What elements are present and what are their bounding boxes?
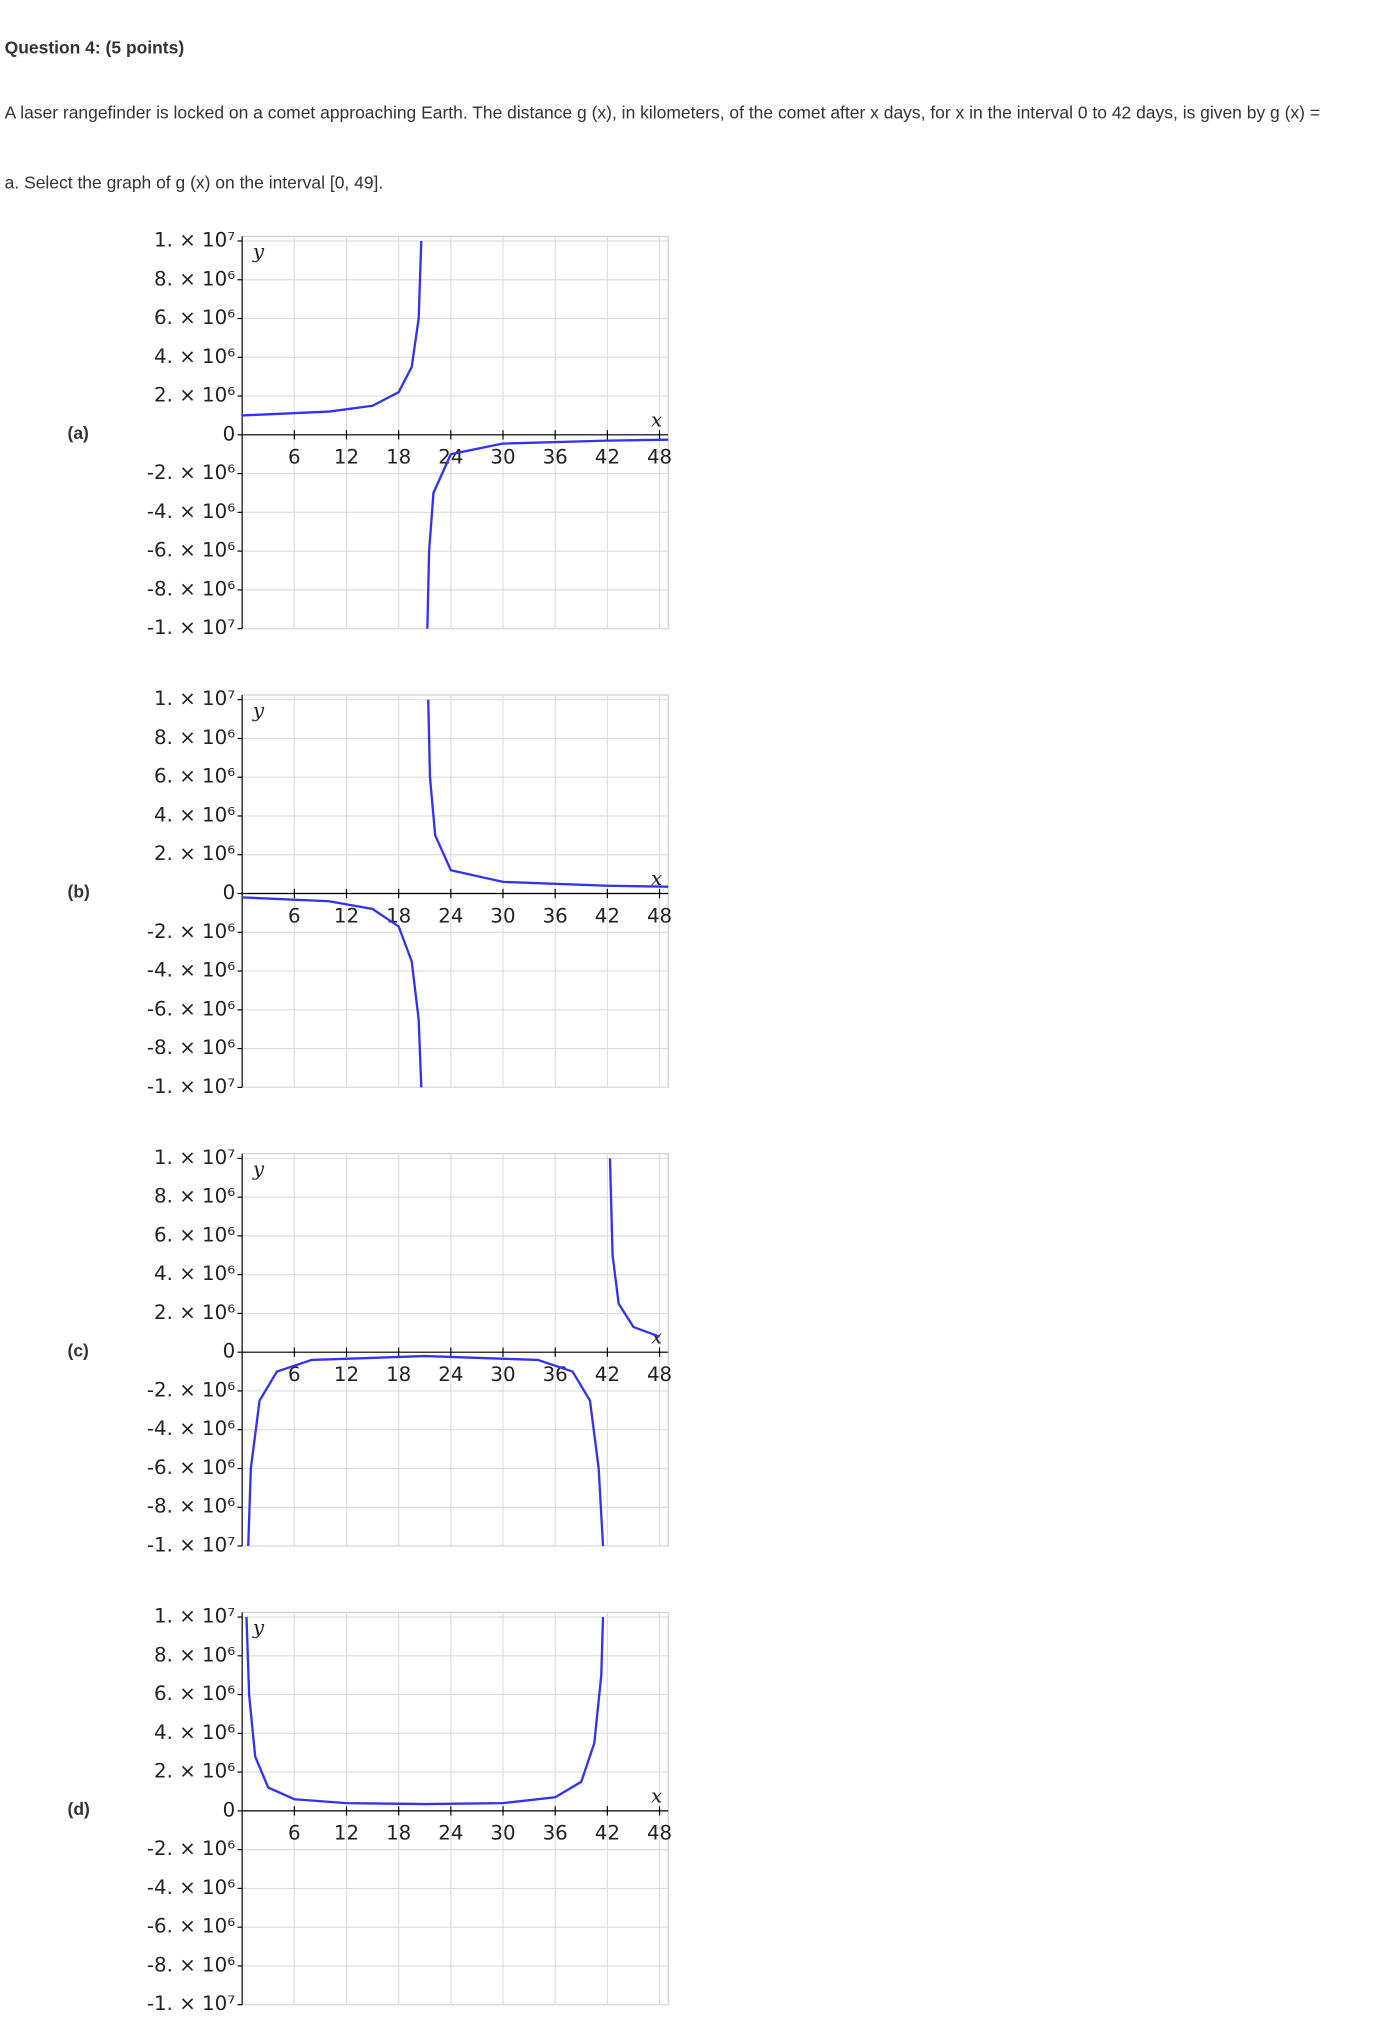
option-label[interactable]: (d)	[67, 1799, 90, 1820]
x-tick-label: 12	[334, 446, 359, 469]
x-tick-label: 6	[288, 1363, 301, 1386]
x-tick-label: 6	[288, 446, 301, 469]
curve	[242, 699, 669, 1088]
y-axis-label: y	[252, 240, 265, 263]
y-tick-label: -6. × 10⁶	[147, 997, 235, 1020]
option-chart[interactable]: 1. × 10⁷ 8. × 10⁶ 6. × 10⁶ 4. × 10⁶ 2. × 10⁶…	[0, 0, 699, 652]
question-text: A laser rangefinder is locked on a comet…	[4, 103, 1321, 124]
curve	[245, 1616, 605, 1806]
y-tick-label: -1. × 10⁷	[147, 616, 235, 639]
y-tick-label: -2. × 10⁶	[147, 920, 235, 943]
y-tick-label: 8. × 10⁶	[154, 1185, 235, 1208]
x-tick-label: 24	[438, 1363, 463, 1386]
x-tick-label: 48	[647, 1363, 672, 1386]
y-tick-label: 2. × 10⁶	[154, 384, 235, 407]
y-tick-label: -8. × 10⁶	[147, 1953, 235, 1976]
y-tick-label: 2. × 10⁶	[154, 1760, 235, 1783]
x-tick-label: 12	[334, 1363, 359, 1386]
x-tick-label: 42	[595, 904, 620, 927]
y-tick-label: 8. × 10⁶	[154, 726, 235, 749]
page: {"question": {"title": "Question 4: (5 p…	[0, 0, 1321, 2016]
x-tick-label: 48	[647, 904, 672, 927]
x-tick-label: 30	[490, 1363, 515, 1386]
y-tick-label: -4. × 10⁶	[147, 1417, 235, 1440]
y-tick-label: 4. × 10⁶	[154, 345, 235, 368]
x-tick-label: 42	[595, 446, 620, 469]
x-tick-label: 48	[647, 1822, 672, 1845]
y-tick-label: -6. × 10⁶	[147, 1456, 235, 1479]
y-tick-label: 4. × 10⁶	[154, 1262, 235, 1285]
y-tick-label: -1. × 10⁷	[147, 1992, 235, 2015]
x-tick-label: 6	[288, 904, 301, 927]
option-chart[interactable]: 1. × 10⁷ 8. × 10⁶ 6. × 10⁶ 4. × 10⁶ 2. × 10⁶…	[0, 1376, 699, 2028]
y-tick-label: -4. × 10⁶	[147, 1876, 235, 1899]
option-chart[interactable]: 1. × 10⁷ 8. × 10⁶ 6. × 10⁶ 4. × 10⁶ 2. × 10⁶…	[0, 459, 699, 1111]
option-label[interactable]: (a)	[67, 423, 89, 443]
y-tick-label: 0	[223, 422, 236, 445]
curve	[242, 240, 669, 629]
y-tick-label: 6. × 10⁶	[154, 306, 235, 329]
y-tick-label: 1. × 10⁷	[154, 687, 235, 710]
y-tick-label: -1. × 10⁷	[147, 1075, 235, 1098]
y-tick-label: 1. × 10⁷	[154, 1146, 235, 1169]
option-label[interactable]: (c)	[67, 1340, 89, 1361]
y-axis-label: y	[252, 699, 265, 722]
y-tick-label: 0	[223, 1340, 236, 1363]
y-tick-label: 2. × 10⁶	[154, 842, 235, 865]
y-tick-label: -6. × 10⁶	[147, 1915, 235, 1938]
y-tick-label: 4. × 10⁶	[154, 803, 235, 826]
x-tick-label: 30	[490, 904, 515, 927]
option-label[interactable]: (b)	[67, 881, 90, 902]
x-tick-label: 42	[595, 1363, 620, 1386]
x-axis-label: x	[651, 1784, 662, 1807]
y-tick-label: -8. × 10⁶	[147, 577, 235, 600]
y-tick-label: -8. × 10⁶	[147, 1036, 235, 1059]
plot-frame	[241, 1611, 669, 2006]
x-tick-label: 24	[438, 904, 463, 927]
x-tick-label: 12	[334, 1822, 359, 1845]
x-tick-label: 36	[543, 904, 568, 927]
option-chart[interactable]: 1. × 10⁷ 8. × 10⁶ 6. × 10⁶ 4. × 10⁶ 2. × 10⁶…	[0, 917, 699, 1569]
x-axis-label: x	[651, 1326, 662, 1349]
x-tick-label: 36	[543, 1822, 568, 1845]
y-tick-label: 2. × 10⁶	[154, 1301, 235, 1324]
y-tick-label: 0	[223, 1798, 236, 1821]
part-a-prompt: a. Select the graph of g (x) on the inte…	[4, 173, 384, 194]
y-tick-label: -4. × 10⁶	[147, 959, 235, 982]
y-tick-label: 6. × 10⁶	[154, 765, 235, 788]
y-tick-label: -8. × 10⁶	[147, 1495, 235, 1518]
y-tick-label: -1. × 10⁷	[147, 1534, 235, 1557]
y-tick-label: -2. × 10⁶	[147, 1378, 235, 1401]
x-tick-label: 24	[438, 446, 463, 469]
x-tick-label: 18	[386, 1363, 411, 1386]
x-tick-label: 48	[647, 446, 672, 469]
y-tick-label: 1. × 10⁷	[154, 1605, 235, 1628]
y-tick-label: 6. × 10⁶	[154, 1223, 235, 1246]
x-tick-label: 30	[490, 446, 515, 469]
curve	[247, 1158, 660, 1547]
x-tick-label: 18	[386, 1822, 411, 1845]
x-tick-label: 30	[490, 1822, 515, 1845]
x-tick-label: 18	[386, 446, 411, 469]
question-title: Question 4: (5 points)	[4, 38, 185, 59]
y-tick-label: -2. × 10⁶	[147, 461, 235, 484]
y-tick-label: 4. × 10⁶	[154, 1721, 235, 1744]
page-content: Question 4: (5 points) A laser rangefind…	[0, 0, 1321, 2015]
y-axis-label: y	[252, 1157, 265, 1180]
x-tick-label: 6	[288, 1822, 301, 1845]
y-tick-label: 8. × 10⁶	[154, 267, 235, 290]
x-tick-label: 42	[595, 1822, 620, 1845]
x-axis-label: x	[651, 867, 662, 890]
y-tick-label: 8. × 10⁶	[154, 1643, 235, 1666]
y-tick-label: 6. × 10⁶	[154, 1682, 235, 1705]
x-axis-label: x	[651, 408, 662, 431]
x-tick-label: 36	[543, 446, 568, 469]
y-tick-label: 1. × 10⁷	[154, 228, 235, 251]
y-tick-label: -4. × 10⁶	[147, 500, 235, 523]
y-axis-label: y	[252, 1616, 265, 1639]
y-tick-label: 0	[223, 881, 236, 904]
x-tick-label: 12	[334, 904, 359, 927]
x-tick-label: 24	[438, 1822, 463, 1845]
y-tick-label: -6. × 10⁶	[147, 539, 235, 562]
